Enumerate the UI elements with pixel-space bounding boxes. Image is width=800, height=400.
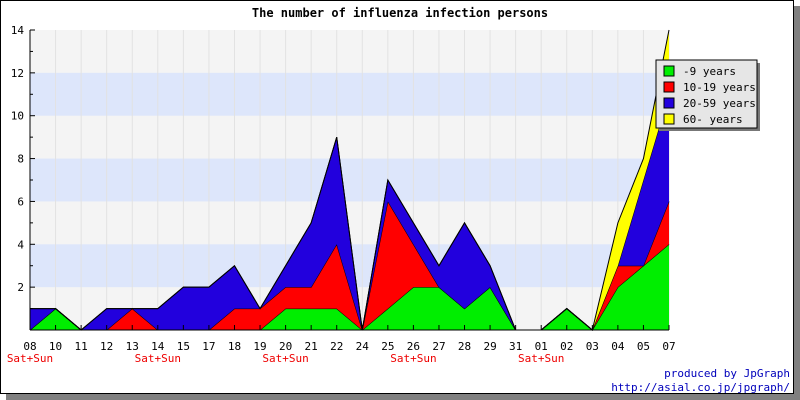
x-tick-label: 27	[432, 340, 445, 353]
legend-swatch-0	[663, 65, 675, 77]
x-tick-label: 13	[126, 340, 139, 353]
x-tick-label: 05	[637, 340, 650, 353]
y-tick-label: 12	[11, 67, 24, 80]
x-tick-label: 15	[177, 340, 190, 353]
x-tick-label: 02	[560, 340, 573, 353]
x-tick-label: 28	[458, 340, 471, 353]
x-tick-label: 29	[483, 340, 496, 353]
y-tick-label: 4	[17, 238, 24, 251]
x-tick-label: 22	[330, 340, 343, 353]
legend-label-1: 10-19 years	[683, 81, 756, 94]
x-tick-label: 04	[611, 340, 625, 353]
x-tick-label: 14	[151, 340, 165, 353]
weekend-marker-label: Sat+Sun	[390, 352, 436, 365]
series-area-2	[30, 94, 669, 331]
y-tick-label: 6	[17, 195, 24, 208]
x-tick-label: 03	[586, 340, 599, 353]
weekend-marker-label: Sat+Sun	[7, 352, 53, 365]
credit-line-2: http://asial.co.jp/jpgraph/	[611, 381, 790, 394]
x-tick-label: 10	[49, 340, 62, 353]
x-tick-label: 12	[100, 340, 113, 353]
x-tick-label: 25	[381, 340, 394, 353]
x-tick-label: 17	[202, 340, 215, 353]
weekend-marker-label: Sat+Sun	[518, 352, 564, 365]
weekend-marker-label: Sat+Sun	[262, 352, 308, 365]
x-tick-label: 08	[23, 340, 36, 353]
x-tick-label: 18	[228, 340, 241, 353]
legend-label-2: 20-59 years	[683, 97, 756, 110]
y-tick-label: 14	[11, 24, 25, 37]
x-tick-label: 11	[74, 340, 87, 353]
series-area-0	[30, 244, 669, 330]
legend-label-3: 60- years	[683, 113, 743, 126]
series-area-1	[30, 201, 669, 330]
x-tick-label: 01	[535, 340, 548, 353]
y-tick-label: 10	[11, 110, 24, 123]
legend-swatch-1	[663, 81, 675, 93]
y-tick-label: 8	[17, 153, 24, 166]
x-tick-label: 19	[253, 340, 266, 353]
series-line-3	[30, 29, 670, 331]
legend-swatch-2	[663, 97, 675, 109]
x-tick-label: 21	[305, 340, 318, 353]
x-tick-label: 31	[509, 340, 522, 353]
chart-title: The number of influenza infection person…	[252, 6, 548, 20]
y-tick-label: 2	[17, 281, 24, 294]
x-tick-label: 07	[662, 340, 675, 353]
weekend-marker-label: Sat+Sun	[135, 352, 181, 365]
x-tick-label: 24	[356, 340, 370, 353]
credit-line-1: produced by JpGraph	[664, 367, 790, 380]
x-tick-label: 20	[279, 340, 292, 353]
legend-swatch-3	[663, 113, 675, 125]
grid-band	[30, 72, 669, 116]
legend-label-0: -9 years	[683, 65, 736, 78]
x-tick-label: 26	[407, 340, 420, 353]
grid-band	[30, 158, 669, 202]
